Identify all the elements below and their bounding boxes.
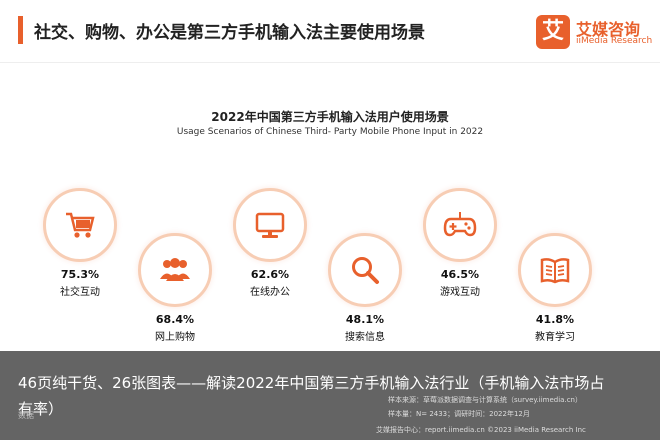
scenario-item: 41.8% 教育学习: [515, 233, 595, 343]
users-icon: [160, 258, 190, 281]
monitor-icon: [255, 212, 285, 238]
scenario-value: 48.1%: [345, 313, 385, 326]
caption-text: 46页纯干货、26张图表——解读2022年中国第三方手机输入法行业（手机输入法市…: [18, 374, 605, 418]
chart-title: 2022年中国第三方手机输入法用户使用场景: [211, 110, 449, 124]
caption-overlay: [0, 351, 660, 440]
source-left: 数据: [18, 411, 34, 420]
scenario-label: 搜索信息: [345, 332, 385, 343]
footer-copyright: 艾媒报告中心：report.iimedia.cn ©2023 iiMedia R…: [376, 426, 586, 434]
scenario-value: 62.6%: [250, 268, 290, 281]
shopping-cart-icon: [66, 212, 95, 238]
source-size: 样本量：N= 2433；调研时间：2022年12月: [388, 410, 530, 418]
scenario-item: 75.3% 社交互动: [40, 188, 120, 298]
header-accent: [18, 16, 23, 44]
scenario-item: 48.1% 搜索信息: [325, 233, 405, 343]
scenario-label: 在线办公: [250, 287, 290, 298]
scenario-label: 游戏互动: [440, 287, 480, 298]
scenario-value: 68.4%: [155, 313, 195, 326]
scenario-icon-circle: [138, 233, 212, 307]
scenario-value: 75.3%: [60, 268, 100, 281]
search-icon: [352, 257, 379, 284]
scenario-icon-circle: [328, 233, 402, 307]
gamepad-icon: [443, 212, 477, 237]
chart-subtitle: Usage Scenarios of Chinese Third- Party …: [176, 127, 484, 137]
book-icon: [540, 258, 570, 284]
page-title: 社交、购物、办公是第三方手机输入法主要使用场景: [34, 23, 425, 43]
scenario-icon-circle: [43, 188, 117, 262]
scenario-icon-circle: [423, 188, 497, 262]
scenario-label: 社交互动: [60, 287, 100, 298]
scenario-value: 41.8%: [535, 313, 575, 326]
logo-name-en: iiMedia Research: [576, 36, 653, 46]
scenario-icon-circle: [518, 233, 592, 307]
scenario-item: 62.6% 在线办公: [230, 188, 310, 298]
header-divider: [0, 62, 660, 63]
scenario-label: 网上购物: [155, 332, 195, 343]
scenario-item: 46.5% 游戏互动: [420, 188, 500, 298]
source-sample: 样本来源：草莓派数据调查与计算系统（survey.iimedia.cn）: [388, 396, 582, 404]
logo-name-cn: 艾媒咨询: [576, 20, 641, 39]
scenario-icon-circle: [233, 188, 307, 262]
scenario-value: 46.5%: [440, 268, 480, 281]
logo-badge-icon: 艾: [536, 15, 570, 49]
brand-logo: 艾 艾媒咨询 iiMedia Research: [536, 12, 652, 52]
scenario-label: 教育学习: [535, 332, 575, 343]
scenario-item: 68.4% 网上购物: [135, 233, 215, 343]
